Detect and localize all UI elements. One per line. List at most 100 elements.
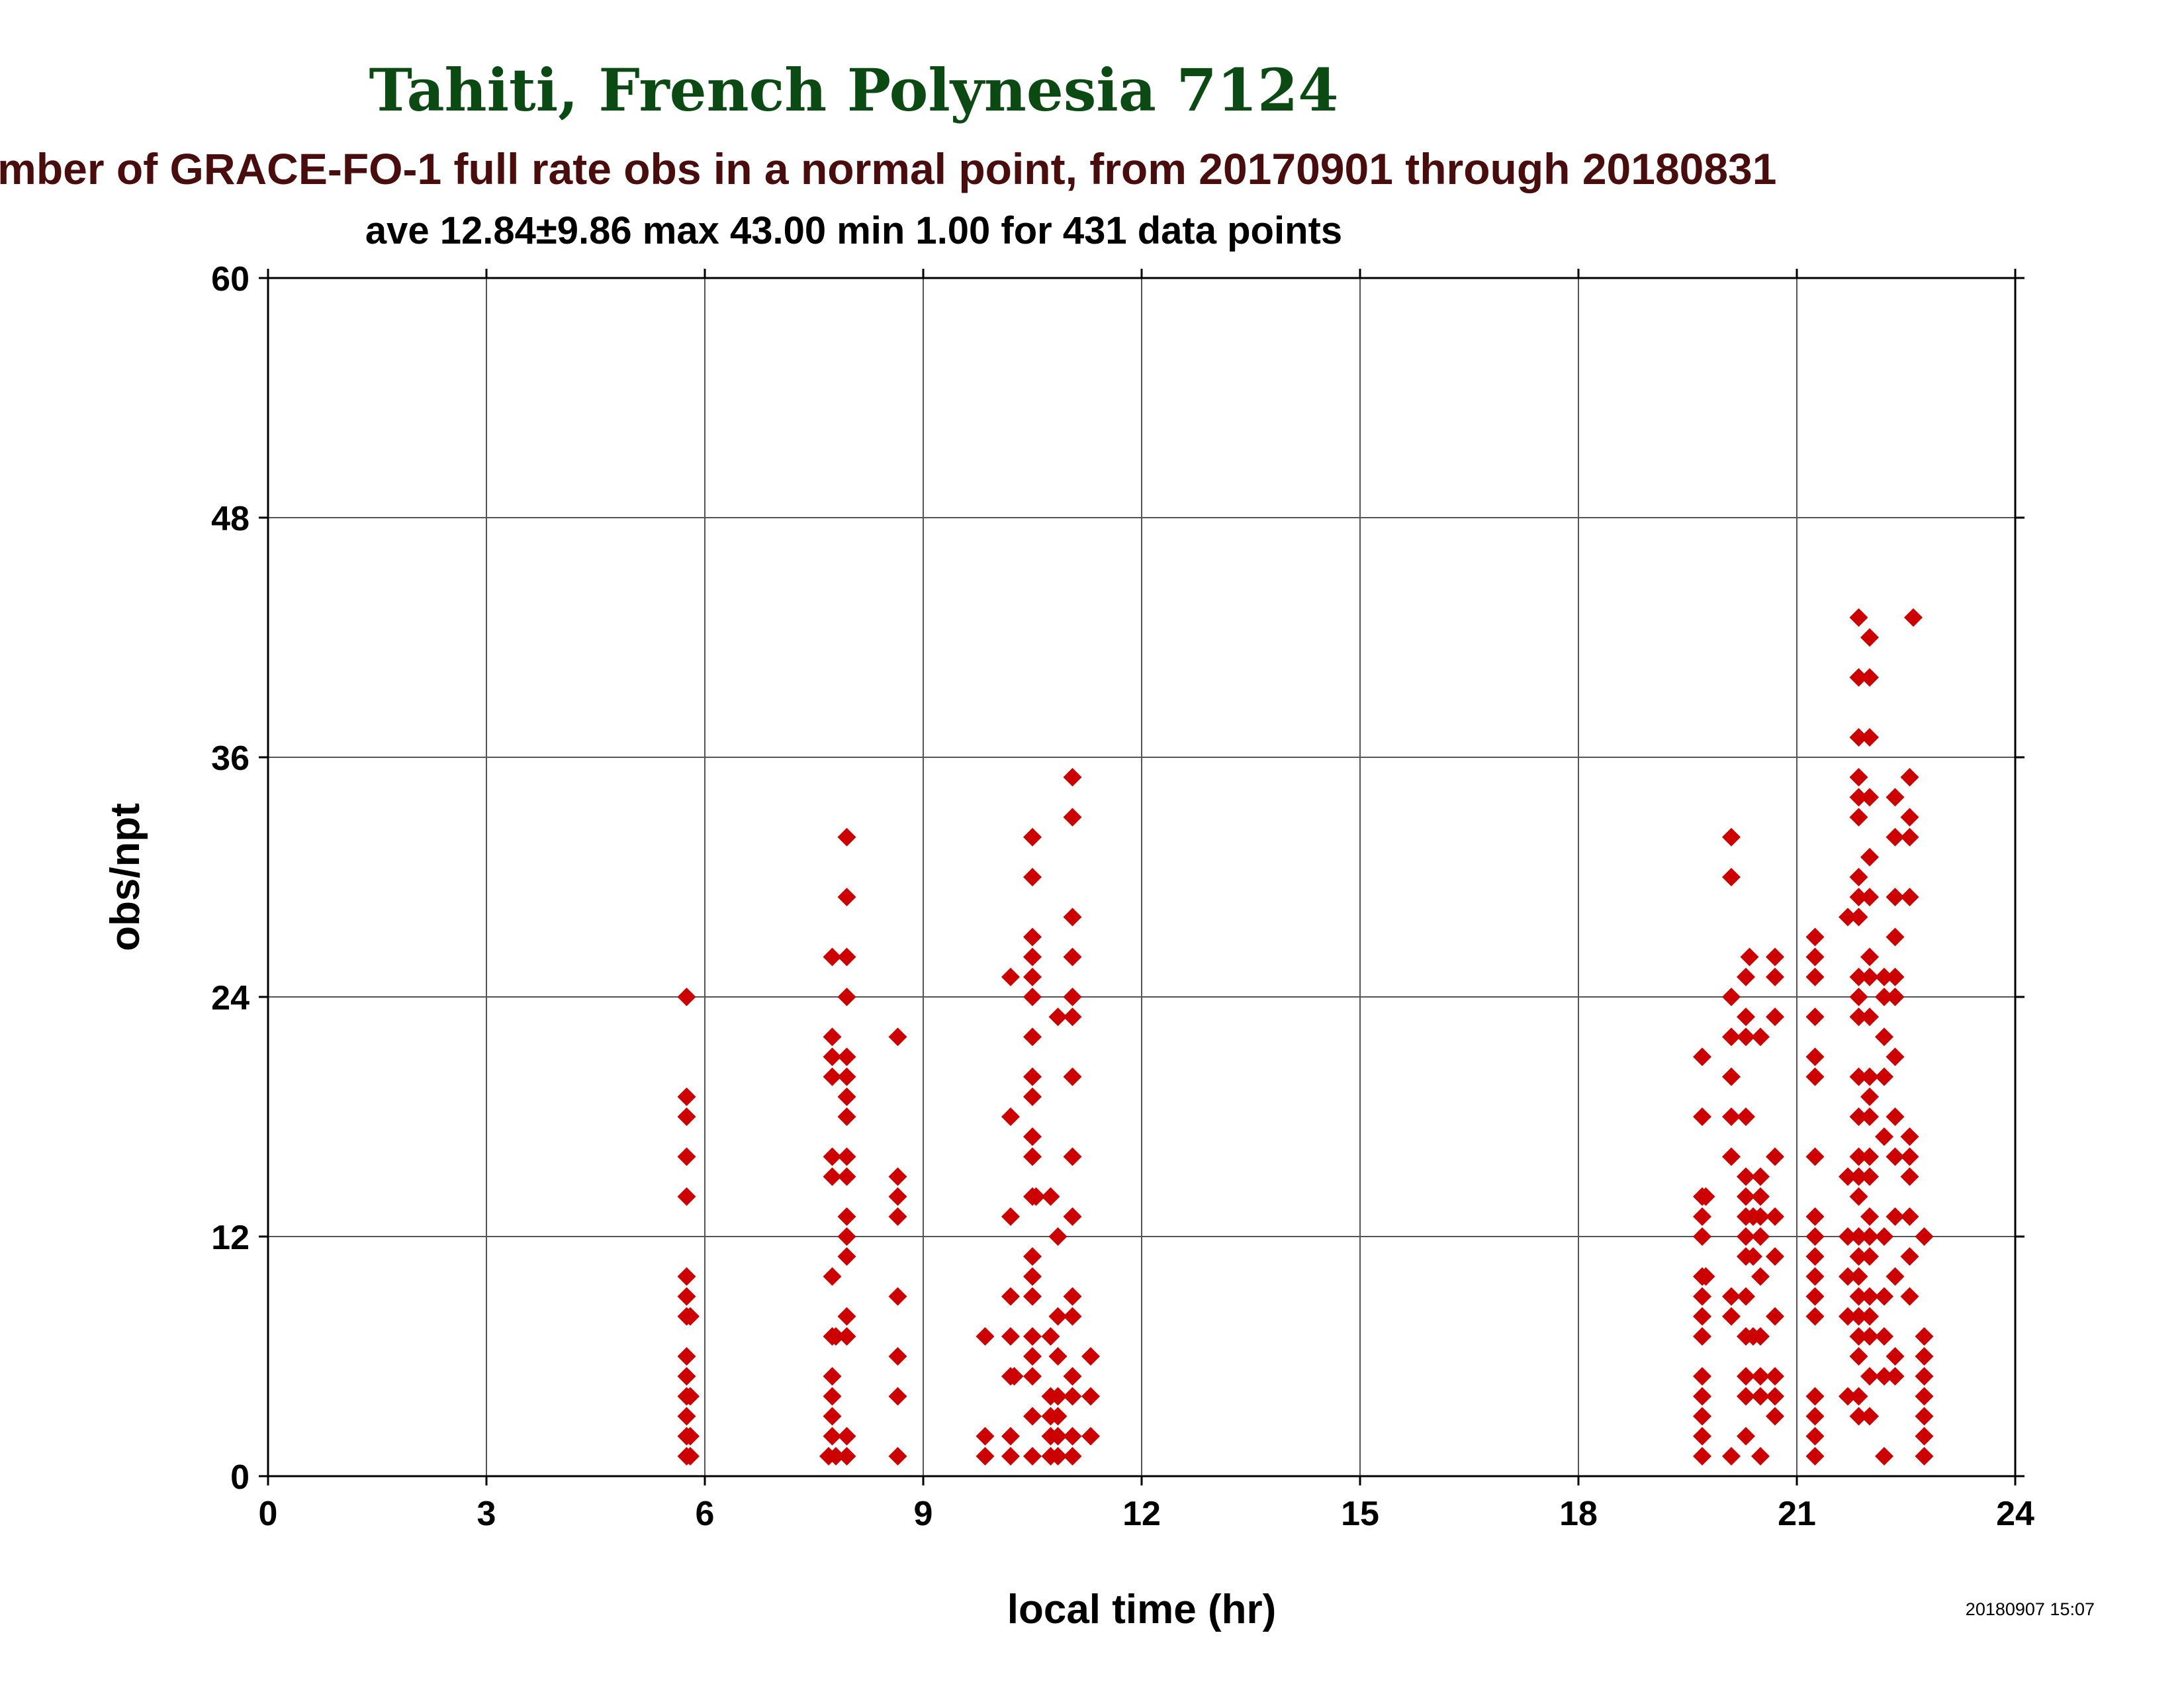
data-point bbox=[1722, 868, 1741, 886]
data-point bbox=[1915, 1367, 1934, 1386]
data-point bbox=[823, 1267, 842, 1286]
data-point bbox=[1751, 1027, 1770, 1047]
data-point bbox=[823, 1067, 842, 1086]
data-point bbox=[1063, 1287, 1082, 1306]
y-axis-label: obs/npt bbox=[103, 803, 148, 951]
data-point bbox=[1041, 1187, 1060, 1206]
data-point bbox=[1805, 1446, 1825, 1466]
data-point bbox=[1766, 1307, 1784, 1326]
data-point bbox=[1849, 1107, 1868, 1126]
timestamp: 20180907 15:07 bbox=[1966, 1599, 2095, 1619]
data-point bbox=[1860, 1107, 1879, 1126]
data-point bbox=[837, 1207, 856, 1226]
data-point bbox=[1023, 1147, 1042, 1166]
data-point bbox=[1805, 1247, 1825, 1266]
data-point bbox=[1023, 1027, 1042, 1047]
data-point bbox=[1860, 1287, 1879, 1306]
data-point bbox=[1805, 1387, 1825, 1406]
y-tick-label: 48 bbox=[211, 500, 250, 538]
data-point bbox=[1023, 967, 1042, 986]
data-point bbox=[1737, 967, 1755, 986]
data-point bbox=[1001, 1427, 1020, 1446]
data-point bbox=[1886, 1347, 1905, 1366]
data-point bbox=[1048, 1427, 1068, 1446]
data-point bbox=[1849, 1407, 1868, 1426]
data-point bbox=[677, 1367, 696, 1386]
data-point bbox=[1886, 1207, 1905, 1226]
data-point bbox=[1849, 1327, 1868, 1346]
y-tick-label: 36 bbox=[211, 739, 250, 778]
x-tick-label: 3 bbox=[477, 1495, 496, 1533]
data-point bbox=[1849, 788, 1868, 807]
data-point bbox=[1737, 1027, 1755, 1047]
data-point bbox=[1001, 1327, 1020, 1346]
data-point bbox=[1805, 1427, 1825, 1446]
data-point bbox=[1023, 947, 1042, 966]
data-point bbox=[1722, 988, 1741, 1006]
data-point bbox=[1693, 1407, 1711, 1426]
data-point bbox=[837, 1327, 856, 1346]
data-point bbox=[1900, 768, 1919, 787]
data-point bbox=[976, 1446, 995, 1466]
data-point bbox=[1915, 1446, 1934, 1466]
data-point bbox=[827, 1327, 845, 1346]
data-point bbox=[1900, 1207, 1919, 1226]
data-point bbox=[1875, 1027, 1893, 1047]
data-point bbox=[1737, 1187, 1755, 1206]
data-point bbox=[1766, 1147, 1784, 1166]
data-point bbox=[1875, 967, 1893, 986]
data-point bbox=[1693, 1287, 1711, 1306]
data-point bbox=[1860, 1367, 1879, 1386]
data-point bbox=[888, 1027, 907, 1047]
data-point bbox=[677, 1347, 696, 1366]
data-point bbox=[1805, 1227, 1825, 1246]
data-point bbox=[1904, 608, 1923, 627]
data-point bbox=[1693, 1446, 1711, 1466]
data-point bbox=[1886, 1107, 1905, 1126]
x-tick-label: 6 bbox=[696, 1495, 715, 1533]
data-point bbox=[1860, 1067, 1879, 1086]
data-point bbox=[1693, 1047, 1711, 1066]
data-point bbox=[1722, 1147, 1741, 1166]
y-tick-label: 24 bbox=[211, 979, 250, 1017]
data-point bbox=[1849, 908, 1868, 927]
data-point bbox=[1860, 1307, 1879, 1326]
data-point bbox=[1048, 1347, 1068, 1366]
data-point bbox=[1693, 1307, 1711, 1326]
data-point bbox=[1860, 967, 1879, 986]
data-point bbox=[1915, 1327, 1934, 1346]
data-point bbox=[1900, 808, 1919, 827]
data-point bbox=[823, 1027, 842, 1047]
data-point bbox=[1737, 1427, 1755, 1446]
data-point bbox=[1737, 1107, 1755, 1126]
data-point bbox=[1849, 888, 1868, 907]
data-point bbox=[837, 1107, 856, 1126]
data-point bbox=[1805, 1407, 1825, 1426]
data-point bbox=[1875, 1367, 1893, 1386]
data-point bbox=[1023, 927, 1042, 947]
data-point bbox=[681, 1387, 700, 1406]
data-point bbox=[1875, 1127, 1893, 1147]
data-point bbox=[1849, 727, 1868, 747]
data-point bbox=[1766, 1367, 1784, 1386]
data-point bbox=[1751, 1327, 1770, 1346]
data-point bbox=[1860, 847, 1879, 867]
chart-subtitle: number of GRACE-FO-1 full rate obs in a … bbox=[0, 144, 1776, 193]
data-point bbox=[1048, 1227, 1068, 1246]
data-point bbox=[1696, 1187, 1715, 1206]
data-point bbox=[1751, 1227, 1770, 1246]
data-point bbox=[1048, 1407, 1068, 1426]
data-point bbox=[1693, 1387, 1711, 1406]
data-point bbox=[1063, 1067, 1082, 1086]
data-point bbox=[1875, 1287, 1893, 1306]
data-point bbox=[1805, 947, 1825, 966]
data-point bbox=[1751, 1187, 1770, 1206]
data-point bbox=[1063, 1446, 1082, 1466]
data-point bbox=[1023, 1367, 1042, 1386]
data-point bbox=[1839, 1167, 1857, 1186]
data-point bbox=[677, 1267, 696, 1286]
data-point bbox=[1860, 1087, 1879, 1106]
data-point bbox=[1048, 1387, 1068, 1406]
